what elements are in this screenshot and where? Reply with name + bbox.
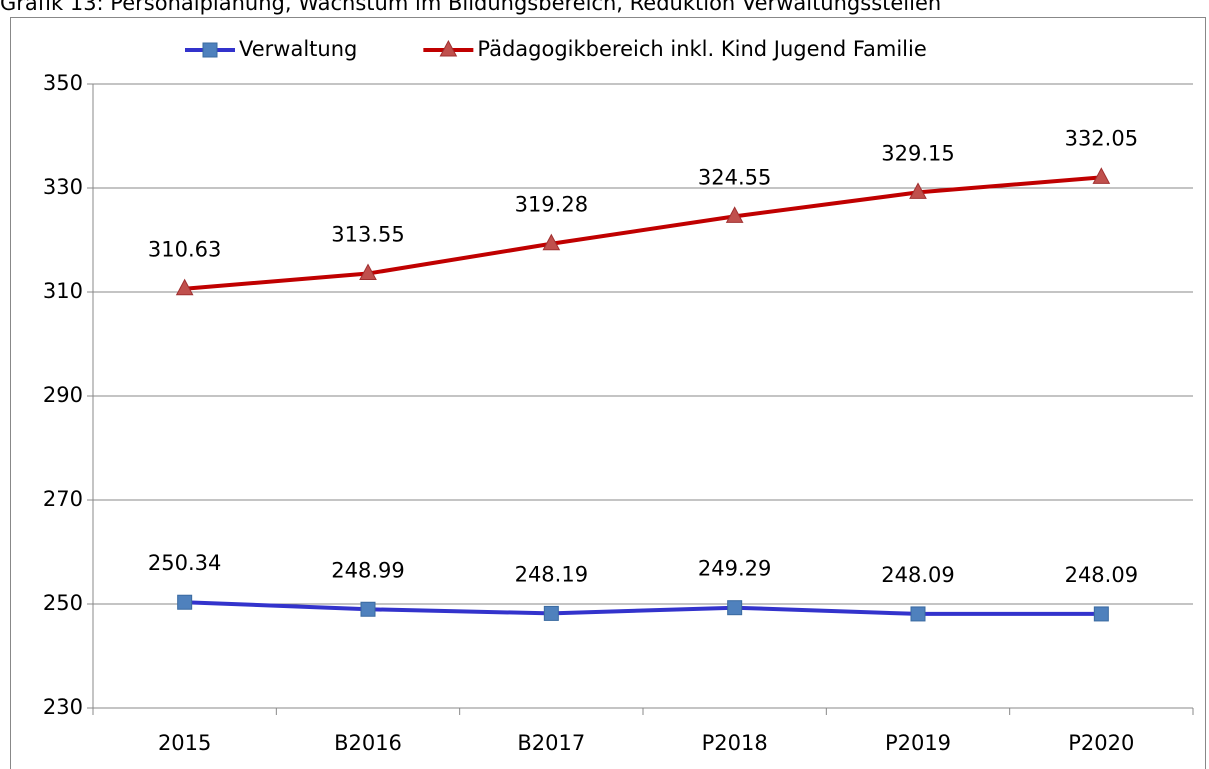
data-label: 332.05: [1065, 126, 1138, 150]
y-tick-label: 230: [43, 695, 83, 719]
legend-marker: [439, 39, 458, 57]
y-tick-label: 350: [43, 71, 83, 95]
x-tick-label: B2016: [334, 731, 402, 755]
chart-frame: [10, 17, 1206, 769]
data-label: 249.29: [698, 557, 771, 581]
data-label: 324.55: [698, 165, 771, 189]
data-label: 250.34: [148, 551, 221, 575]
data-label: 319.28: [515, 193, 588, 217]
data-point: [1093, 606, 1109, 622]
data-label: 248.99: [331, 558, 404, 582]
data-point: [177, 594, 193, 610]
legend-marker: [202, 42, 218, 58]
data-point: [725, 206, 744, 223]
y-tick-label: 330: [43, 175, 83, 199]
data-label: 313.55: [331, 223, 404, 247]
x-tick-label: P2018: [702, 731, 768, 755]
legend-label: Pädagogikbereich inkl. Kind Jugend Famil…: [477, 37, 926, 61]
y-tick-label: 270: [43, 487, 83, 511]
data-label: 310.63: [148, 238, 221, 262]
x-tick-label: P2019: [885, 731, 951, 755]
data-point: [727, 600, 743, 616]
data-point: [909, 182, 927, 199]
data-point: [910, 606, 926, 622]
data-label: 248.19: [515, 562, 588, 586]
data-label: 329.15: [881, 141, 954, 165]
data-label: 248.09: [881, 563, 954, 587]
series-line: [184, 175, 1102, 291]
y-tick-label: 250: [43, 591, 83, 615]
y-tick-label: 310: [43, 279, 83, 303]
x-tick-label: P2020: [1068, 731, 1134, 755]
data-point: [1092, 167, 1111, 184]
data-point: [543, 605, 559, 621]
data-label: 248.09: [1065, 563, 1138, 587]
data-point: [542, 233, 561, 251]
data-point: [360, 601, 376, 617]
y-tick-label: 290: [43, 383, 83, 407]
x-tick-label: 2015: [158, 731, 211, 755]
chart-title: Grafik 13: Personalplanung, Wachstum im …: [0, 0, 941, 15]
x-tick-label: B2017: [517, 731, 585, 755]
legend-label: Verwaltung: [239, 37, 357, 61]
data-point: [359, 263, 377, 281]
data-point: [175, 278, 194, 296]
series-line: [184, 600, 1102, 616]
